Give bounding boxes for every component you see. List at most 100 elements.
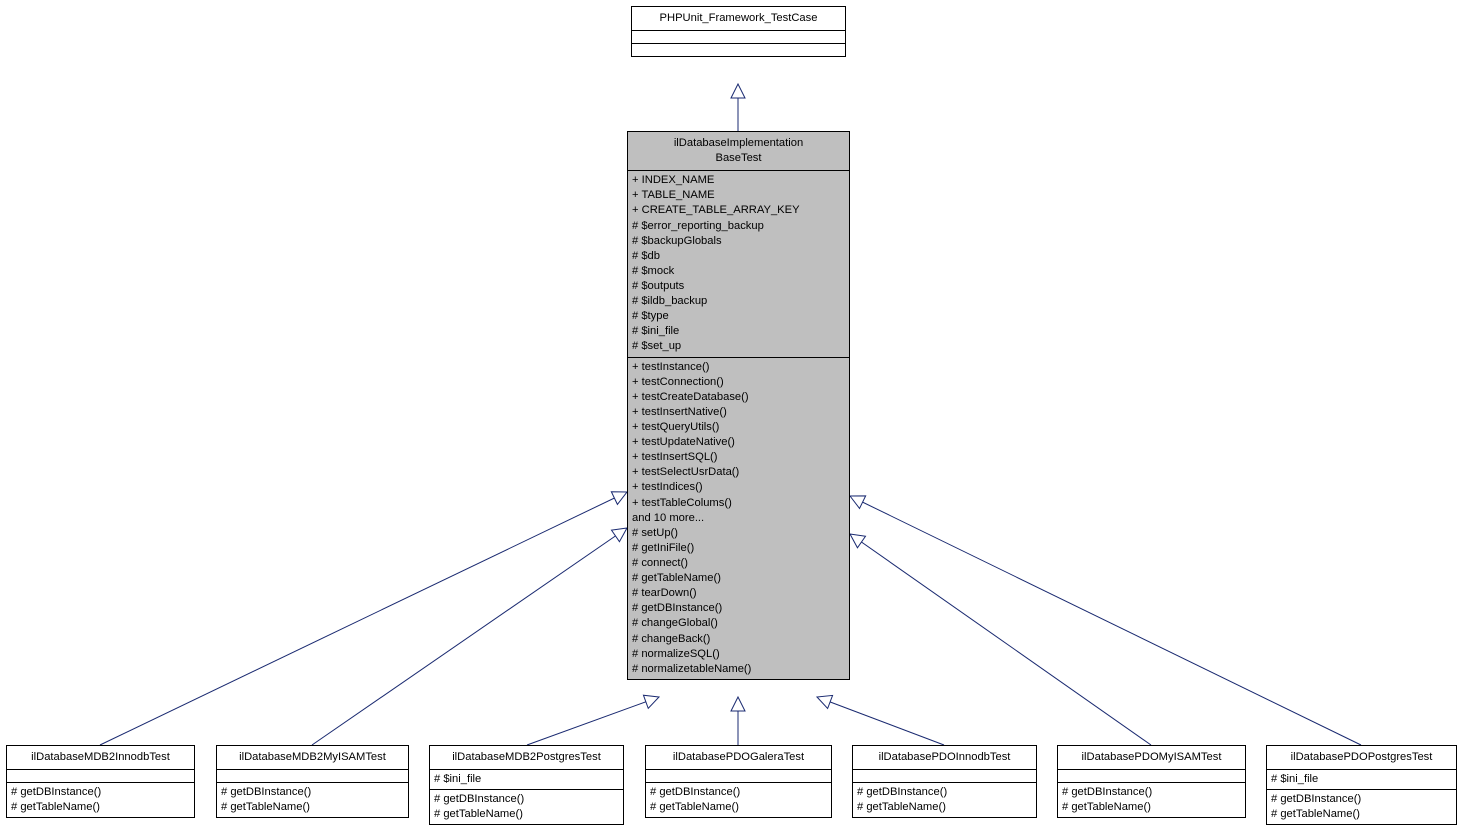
inheritance-edge <box>100 492 627 745</box>
inheritance-edge <box>817 697 944 745</box>
class-ops <box>632 43 845 56</box>
class-ops: # getDBInstance()# getTableName() <box>7 782 194 817</box>
class-ops: # getDBInstance()# getTableName() <box>1058 782 1245 817</box>
op-row: # getDBInstance() <box>632 601 845 616</box>
class-name-line: ilDatabasePDOPostgresTest <box>1273 750 1450 765</box>
class-name-line: ilDatabaseMDB2InnodbTest <box>13 750 188 765</box>
class-pdoinnodb[interactable]: ilDatabasePDOInnodbTest # getDBInstance()… <box>852 745 1037 818</box>
class-title: ilDatabaseMDB2PostgresTest <box>430 746 623 769</box>
class-name-line: ilDatabasePDOMyISAMTest <box>1064 750 1239 765</box>
inheritance-edge <box>527 697 659 745</box>
op-row: # getTableName() <box>650 800 827 815</box>
class-ops: # getDBInstance()# getTableName() <box>430 789 623 824</box>
class-attrs: # $ini_file <box>1267 769 1456 789</box>
class-title: ilDatabasePDOInnodbTest <box>853 746 1036 769</box>
attr-row: # $db <box>632 249 845 264</box>
class-ops: # getDBInstance()# getTableName() <box>646 782 831 817</box>
attr-row: # $error_reporting_backup <box>632 219 845 234</box>
class-attrs <box>7 769 194 782</box>
attr-row: # $mock <box>632 264 845 279</box>
class-name-line: ilDatabaseMDB2MyISAMTest <box>223 750 402 765</box>
op-row: # getTableName() <box>1062 800 1241 815</box>
attr-row: # $outputs <box>632 279 845 294</box>
class-attrs: + INDEX_NAME+ TABLE_NAME+ CREATE_TABLE_A… <box>628 170 849 356</box>
op-row: + testIndices() <box>632 480 845 495</box>
class-attrs <box>632 30 845 43</box>
class-base[interactable]: ilDatabaseImplementationBaseTest+ INDEX_… <box>627 131 850 680</box>
op-row: + testInsertNative() <box>632 405 845 420</box>
op-row: # getDBInstance() <box>1062 785 1241 800</box>
class-ops: # getDBInstance()# getTableName() <box>1267 789 1456 824</box>
op-row: + testInsertSQL() <box>632 450 845 465</box>
op-row: + testConnection() <box>632 375 845 390</box>
op-row: # getIniFile() <box>632 541 845 556</box>
op-row: # setUp() <box>632 526 845 541</box>
op-row: # getDBInstance() <box>1271 792 1452 807</box>
op-row: # getDBInstance() <box>857 785 1032 800</box>
op-row: # getDBInstance() <box>221 785 404 800</box>
attr-row: # $type <box>632 309 845 324</box>
class-mdb2myisam[interactable]: ilDatabaseMDB2MyISAMTest # getDBInstance(… <box>216 745 409 818</box>
class-ops: + testInstance()+ testConnection()+ test… <box>628 357 849 679</box>
class-title: ilDatabasePDOPostgresTest <box>1267 746 1456 769</box>
op-row: # normalizeSQL() <box>632 647 845 662</box>
op-row: # connect() <box>632 556 845 571</box>
op-row: # getDBInstance() <box>434 792 619 807</box>
op-row: # getTableName() <box>434 807 619 822</box>
op-row: and 10 more... <box>632 511 845 526</box>
attr-row: + TABLE_NAME <box>632 188 845 203</box>
op-row: # getTableName() <box>632 571 845 586</box>
class-name-line: ilDatabaseImplementation <box>634 136 843 151</box>
op-row: # getTableName() <box>11 800 190 815</box>
op-row: # getTableName() <box>221 800 404 815</box>
class-attrs <box>1058 769 1245 782</box>
op-row: + testTableColums() <box>632 496 845 511</box>
attr-row: # $ini_file <box>1271 772 1452 787</box>
inheritance-edge <box>312 528 627 745</box>
op-row: # getTableName() <box>1271 807 1452 822</box>
class-name-line: ilDatabasePDOGaleraTest <box>652 750 825 765</box>
attr-row: # $ini_file <box>434 772 619 787</box>
op-row: # normalizetableName() <box>632 662 845 677</box>
op-row: # changeGlobal() <box>632 616 845 631</box>
class-pdomyisam[interactable]: ilDatabasePDOMyISAMTest # getDBInstance()… <box>1057 745 1246 818</box>
class-title: ilDatabasePDOMyISAMTest <box>1058 746 1245 769</box>
attr-row: + INDEX_NAME <box>632 173 845 188</box>
op-row: + testQueryUtils() <box>632 420 845 435</box>
op-row: + testCreateDatabase() <box>632 390 845 405</box>
op-row: + testSelectUsrData() <box>632 465 845 480</box>
attr-row: # $set_up <box>632 339 845 354</box>
op-row: + testInstance() <box>632 360 845 375</box>
class-attrs: # $ini_file <box>430 769 623 789</box>
class-title: ilDatabaseMDB2InnodbTest <box>7 746 194 769</box>
attr-row: + CREATE_TABLE_ARRAY_KEY <box>632 203 845 218</box>
op-row: + testUpdateNative() <box>632 435 845 450</box>
class-pdopostgres[interactable]: ilDatabasePDOPostgresTest # $ini_file # ge… <box>1266 745 1457 825</box>
class-name-line: ilDatabaseMDB2PostgresTest <box>436 750 617 765</box>
inheritance-edge <box>850 534 1151 745</box>
op-row: # getDBInstance() <box>11 785 190 800</box>
class-ops: # getDBInstance()# getTableName() <box>217 782 408 817</box>
attr-row: # $ildb_backup <box>632 294 845 309</box>
op-row: # tearDown() <box>632 586 845 601</box>
attr-row: # $backupGlobals <box>632 234 845 249</box>
class-title: PHPUnit_Framework_TestCase <box>632 7 845 30</box>
class-title: ilDatabaseMDB2MyISAMTest <box>217 746 408 769</box>
class-attrs <box>646 769 831 782</box>
op-row: # changeBack() <box>632 632 845 647</box>
class-phpunit[interactable]: PHPUnit_Framework_TestCase <box>631 6 846 57</box>
inheritance-edge <box>850 496 1361 745</box>
class-name-line: BaseTest <box>634 151 843 166</box>
op-row: # getTableName() <box>857 800 1032 815</box>
attr-row: # $ini_file <box>632 324 845 339</box>
class-ops: # getDBInstance()# getTableName() <box>853 782 1036 817</box>
class-title: ilDatabasePDOGaleraTest <box>646 746 831 769</box>
class-name-line: ilDatabasePDOInnodbTest <box>859 750 1030 765</box>
class-mdb2postgres[interactable]: ilDatabaseMDB2PostgresTest # $ini_file # g… <box>429 745 624 825</box>
op-row: # getDBInstance() <box>650 785 827 800</box>
class-attrs <box>853 769 1036 782</box>
class-pdogalera[interactable]: ilDatabasePDOGaleraTest # getDBInstance()… <box>645 745 832 818</box>
class-mdb2innodb[interactable]: ilDatabaseMDB2InnodbTest # getDBInstance(… <box>6 745 195 818</box>
class-title: ilDatabaseImplementationBaseTest <box>628 132 849 170</box>
class-name-line: PHPUnit_Framework_TestCase <box>638 11 839 26</box>
